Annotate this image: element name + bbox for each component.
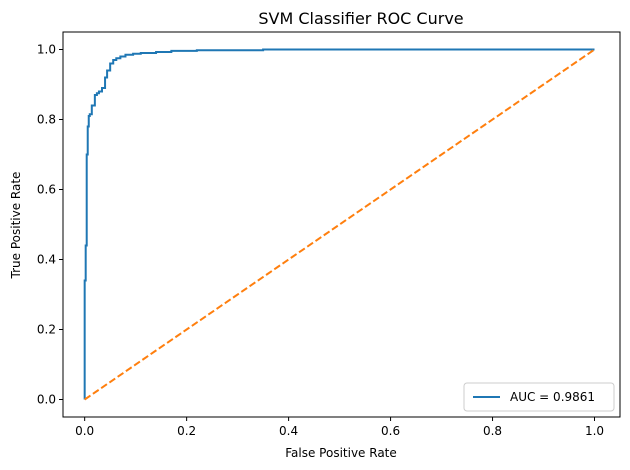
y-tick-label: 1.0 bbox=[37, 43, 56, 57]
series-line-0 bbox=[83, 48, 595, 400]
chart-title: SVM Classifier ROC Curve bbox=[258, 9, 463, 28]
legend: AUC = 0.9861 bbox=[463, 382, 615, 412]
series-line-1 bbox=[84, 48, 596, 401]
x-tick-label: 1.0 bbox=[585, 424, 604, 438]
axis-ticks: 0.0 0.2 0.4 0.6 0.8 1.0 0.0 0.2 0.4 0.6 0.8 1.0 bbox=[37, 43, 604, 439]
x-axis-label: False Positive Rate bbox=[285, 446, 397, 460]
y-tick-label: 0.4 bbox=[37, 253, 56, 267]
x-tick-label: 0.2 bbox=[177, 424, 196, 438]
y-tick-label: 0.0 bbox=[37, 393, 56, 407]
y-axis-label: True Positive Rate bbox=[9, 172, 23, 280]
y-tick-label: 0.8 bbox=[37, 113, 56, 127]
x-tick-label: 0.0 bbox=[75, 424, 94, 438]
y-tick-label: 0.6 bbox=[37, 183, 56, 197]
legend-box bbox=[463, 382, 615, 412]
legend-label-roc: AUC = 0.9861 bbox=[510, 390, 595, 404]
x-tick-label: 0.6 bbox=[381, 424, 400, 438]
x-tick-label: 0.4 bbox=[279, 424, 298, 438]
plot-frame bbox=[62, 31, 621, 418]
plot-area bbox=[62, 31, 621, 418]
x-tick-label: 0.8 bbox=[483, 424, 502, 438]
y-tick-label: 0.2 bbox=[37, 323, 56, 337]
